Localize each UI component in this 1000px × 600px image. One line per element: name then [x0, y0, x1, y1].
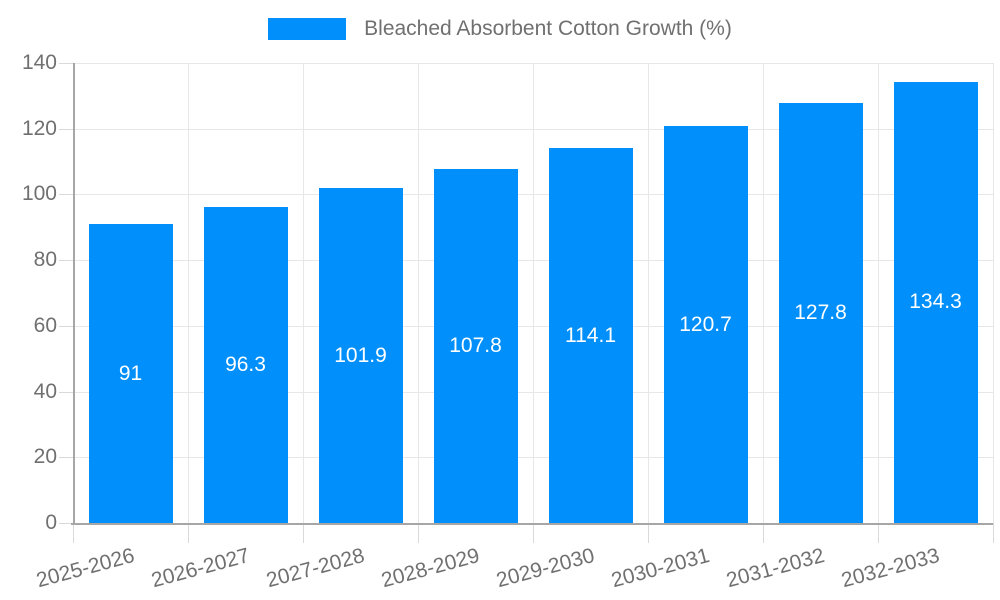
y-axis-tick — [59, 260, 73, 262]
y-axis-label: 0 — [45, 511, 57, 534]
bar[interactable]: 114.1 — [548, 148, 633, 523]
y-axis-label: 100 — [21, 182, 57, 206]
x-axis-label: 2032-2033 — [838, 544, 942, 593]
y-axis-label: 80 — [33, 248, 57, 272]
gridline-vertical — [993, 63, 994, 523]
x-axis-tick — [73, 523, 74, 543]
x-axis-tick — [878, 523, 879, 543]
legend-label: Bleached Absorbent Cotton Growth (%) — [364, 17, 732, 40]
y-axis-label: 20 — [33, 445, 57, 469]
y-axis-line — [73, 63, 75, 523]
x-axis-label: 2030-2031 — [608, 544, 712, 593]
bar[interactable]: 120.7 — [663, 126, 748, 523]
bar-value-label: 114.1 — [565, 323, 616, 347]
gridline-vertical — [188, 63, 189, 523]
x-axis-tick — [763, 523, 764, 543]
x-axis-label: 2025-2026 — [33, 544, 137, 593]
y-axis-tick — [59, 523, 73, 524]
y-axis-label: 60 — [33, 313, 57, 337]
y-axis-tick — [59, 194, 73, 196]
x-axis-label: 2027-2028 — [263, 544, 367, 593]
y-axis-tick — [59, 63, 73, 64]
gridline-vertical — [878, 63, 879, 523]
x-axis-line — [71, 523, 993, 525]
bar[interactable]: 134.3 — [893, 81, 978, 523]
x-axis-tick — [303, 523, 304, 543]
gridline-vertical — [648, 63, 649, 523]
x-axis-tick — [188, 523, 189, 543]
chart-legend: Bleached Absorbent Cotton Growth (%) — [0, 17, 1000, 41]
gridline-vertical — [533, 63, 534, 523]
bar-value-label: 127.8 — [794, 301, 847, 325]
bar-value-label: 134.3 — [909, 290, 962, 314]
gridline-vertical — [418, 63, 419, 523]
legend-swatch — [268, 18, 347, 40]
y-axis-label: 140 — [21, 51, 57, 74]
bar-value-label: 107.8 — [449, 333, 502, 357]
x-axis-tick — [418, 523, 419, 543]
x-axis-tick — [993, 523, 994, 543]
plot-area: 0 20 40 60 80 100 120 140 91 2025-2026 96.3 2026-20… — [22, 52, 994, 592]
bar[interactable]: 91 — [88, 224, 173, 523]
x-axis-tick — [648, 523, 649, 543]
y-axis-label: 120 — [21, 116, 57, 140]
bar-value-label: 91 — [118, 361, 143, 385]
y-axis-tick — [59, 457, 73, 459]
bar[interactable]: 96.3 — [203, 206, 288, 523]
x-axis-label: 2026-2027 — [148, 544, 252, 593]
bar-value-label: 120.7 — [679, 312, 732, 336]
legend-item[interactable]: Bleached Absorbent Cotton Growth (%) — [268, 17, 732, 41]
bar[interactable]: 127.8 — [778, 103, 863, 523]
y-axis-label: 40 — [33, 379, 57, 403]
bar[interactable]: 107.8 — [433, 168, 518, 523]
y-axis-tick — [59, 128, 73, 130]
gridline-vertical — [303, 63, 304, 523]
bar-value-label: 96.3 — [225, 352, 266, 376]
bar-value-label: 101.9 — [334, 343, 387, 367]
y-axis-tick — [59, 325, 73, 327]
x-axis-label: 2031-2032 — [723, 544, 827, 593]
x-axis-tick — [533, 523, 534, 543]
y-axis-tick — [59, 391, 73, 393]
gridline-vertical — [763, 63, 764, 523]
x-axis-label: 2029-2030 — [493, 544, 597, 593]
x-axis-label: 2028-2029 — [378, 544, 482, 593]
bar[interactable]: 101.9 — [318, 188, 403, 523]
